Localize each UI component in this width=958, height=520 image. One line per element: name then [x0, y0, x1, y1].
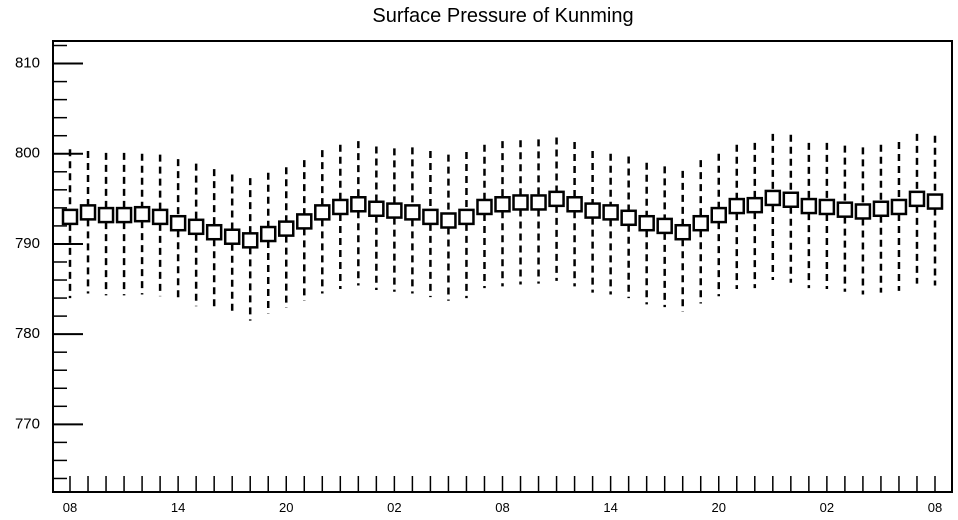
- error-bars: [68, 133, 937, 321]
- data-point: [79, 204, 97, 221]
- x-tick-label: 20: [712, 500, 726, 515]
- y-minor-ticks: [53, 44, 67, 480]
- data-point: [782, 191, 800, 209]
- data-point: [512, 194, 529, 211]
- data-point: [223, 228, 241, 245]
- data-point: [494, 196, 511, 213]
- x-tick-label: 20: [279, 500, 293, 515]
- data-point: [692, 214, 709, 232]
- x-tick-label: 14: [171, 500, 185, 515]
- x-tick-label: 02: [387, 500, 401, 515]
- data-point: [818, 198, 836, 216]
- data-point: [530, 194, 547, 211]
- x-tick-label: 08: [63, 500, 77, 515]
- x-axis-labels: 08 14 20 02 08 14 20 02 08: [63, 500, 942, 515]
- data-point: [296, 213, 313, 230]
- data-point: [872, 200, 890, 218]
- data-point: [854, 203, 872, 220]
- data-point: [332, 198, 349, 216]
- data-point: [187, 218, 205, 236]
- data-point: [602, 204, 619, 221]
- x-tick-label: 02: [820, 500, 834, 515]
- data-point: [674, 223, 691, 241]
- x-axis-ticks: [69, 476, 936, 492]
- data-point: [314, 204, 331, 221]
- data-point: [350, 196, 367, 213]
- y-tick-label: 790: [15, 235, 40, 252]
- data-point: [890, 198, 908, 216]
- data-point: [926, 193, 944, 210]
- data-point: [151, 208, 169, 226]
- data-point: [259, 225, 277, 243]
- data-point: [710, 206, 727, 224]
- data-point: [115, 206, 133, 224]
- data-point: [566, 196, 583, 213]
- data-point: [476, 198, 493, 216]
- y-tick-label: 800: [15, 145, 40, 162]
- data-point: [404, 204, 421, 221]
- data-point: [584, 202, 601, 219]
- data-point: [241, 232, 259, 249]
- data-point: [836, 201, 854, 218]
- data-point: [728, 197, 746, 215]
- data-point: [278, 220, 295, 237]
- data-markers: [61, 189, 944, 249]
- data-point: [422, 208, 439, 226]
- data-point: [548, 190, 565, 208]
- data-point: [458, 208, 475, 226]
- plot-frame: [52, 40, 953, 493]
- data-point: [638, 214, 655, 232]
- data-point: [205, 223, 223, 241]
- y-tick-label: 810: [15, 55, 40, 72]
- data-point: [908, 190, 926, 208]
- y-tick-label: 780: [15, 325, 40, 342]
- data-point: [169, 214, 187, 232]
- data-point: [656, 217, 673, 235]
- x-tick-label: 14: [603, 500, 617, 515]
- data-point: [61, 208, 79, 226]
- x-tick-label: 08: [495, 500, 509, 515]
- data-point: [764, 189, 782, 207]
- data-point: [746, 196, 764, 214]
- data-point: [368, 200, 385, 218]
- data-point: [133, 205, 151, 223]
- data-point: [440, 212, 457, 229]
- y-axis: 770 780 790 800 810: [15, 55, 83, 432]
- data-point: [620, 209, 637, 227]
- chart-title: Surface Pressure of Kunming: [372, 5, 633, 27]
- data-point: [386, 202, 403, 219]
- x-tick-label: 08: [928, 500, 942, 515]
- data-point: [97, 206, 115, 224]
- data-point: [800, 197, 818, 215]
- y-tick-label: 770: [15, 415, 40, 432]
